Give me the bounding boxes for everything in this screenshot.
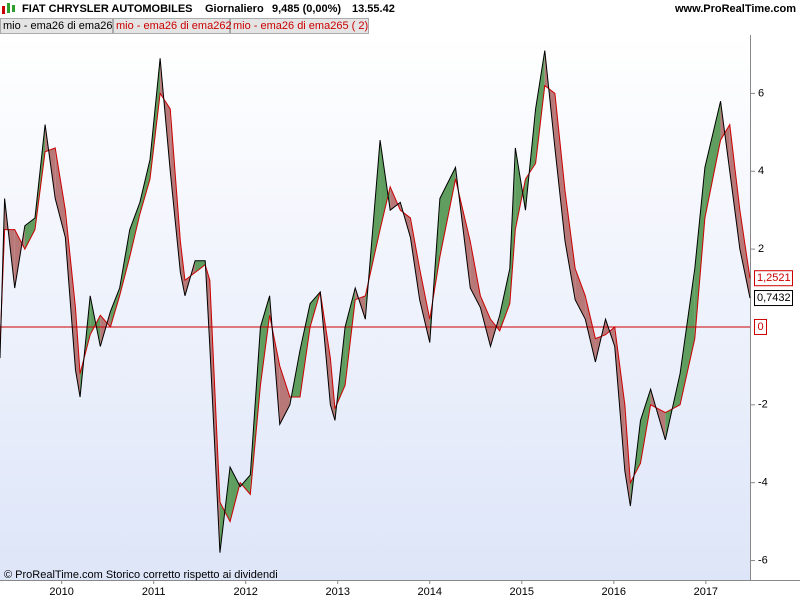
legend-entry: mio - ema26 di ema26 bbox=[3, 20, 112, 32]
fill-band bbox=[240, 474, 251, 495]
x-tick-label: 2016 bbox=[602, 586, 626, 598]
fill-band bbox=[499, 268, 510, 331]
period: Giornaliero bbox=[205, 3, 264, 15]
fill-band bbox=[195, 260, 206, 273]
fill-band bbox=[575, 268, 586, 320]
last-value-box bbox=[754, 270, 793, 287]
fill-band bbox=[585, 295, 596, 362]
x-tick-label: 2014 bbox=[418, 586, 442, 598]
legend-box bbox=[230, 18, 369, 34]
fill-band bbox=[640, 389, 651, 464]
x-tick-label: 2010 bbox=[49, 586, 73, 598]
fill-band bbox=[230, 467, 241, 522]
fill-band bbox=[24, 217, 35, 250]
footer: © ProRealTime.com Storico corretto rispe… bbox=[4, 569, 278, 581]
y-tick-label: -4 bbox=[758, 477, 768, 489]
legend-box bbox=[113, 18, 230, 34]
y-tick-label: -6 bbox=[758, 554, 768, 566]
fill-band bbox=[55, 147, 66, 238]
y-tick-label: -2 bbox=[758, 399, 768, 411]
x-tick-label: 2013 bbox=[325, 586, 349, 598]
fill-band bbox=[729, 124, 740, 250]
fill-band bbox=[480, 295, 491, 347]
last-value-box bbox=[754, 290, 793, 307]
series-line bbox=[0, 84, 751, 523]
hline-value-label: 0 bbox=[758, 321, 764, 333]
fill-band bbox=[515, 147, 526, 230]
fill-band bbox=[694, 167, 705, 339]
source: www.ProRealTime.com bbox=[674, 3, 796, 15]
fill-band bbox=[260, 295, 270, 386]
legend-box bbox=[0, 18, 113, 34]
y-tick-label: 4 bbox=[758, 165, 764, 177]
y-tick-label: 2 bbox=[758, 243, 764, 255]
fill-band bbox=[410, 217, 420, 300]
time: 13.55.42 bbox=[352, 3, 395, 15]
fill-band bbox=[65, 210, 76, 370]
fill-band bbox=[170, 108, 181, 273]
fill-band bbox=[139, 159, 150, 215]
fill-band bbox=[739, 210, 750, 299]
logo bbox=[2, 3, 15, 14]
last-value-label: 1,2521 bbox=[757, 272, 791, 284]
fill-band bbox=[110, 288, 120, 327]
fill-band bbox=[470, 241, 481, 308]
fill-band bbox=[129, 202, 140, 257]
fill-band bbox=[535, 50, 545, 164]
series-line bbox=[0, 50, 751, 553]
y-tick-label: 6 bbox=[758, 87, 764, 99]
x-tick-label: 2015 bbox=[510, 586, 534, 598]
hline-value-box bbox=[754, 318, 767, 335]
last-value-label: 0,7432 bbox=[757, 292, 791, 304]
legend-entry: mio - ema26 di ema265 ( 2) bbox=[233, 20, 368, 32]
fill-band bbox=[380, 140, 391, 230]
fill-band bbox=[680, 268, 695, 405]
fill-band bbox=[209, 280, 220, 553]
x-tick-label: 2012 bbox=[233, 586, 257, 598]
plot-area bbox=[0, 35, 750, 580]
price: 9,485 (0,00%) bbox=[272, 3, 341, 15]
fill-band bbox=[439, 167, 456, 257]
x-tick-label: 2011 bbox=[142, 586, 166, 598]
fill-band bbox=[565, 190, 576, 300]
fill-band bbox=[704, 101, 721, 218]
fill-band bbox=[554, 93, 566, 242]
x-tick-label: 2017 bbox=[694, 586, 718, 598]
title: FIAT CHRYSLER AUTOMOBILES bbox=[22, 3, 193, 15]
fill-band bbox=[419, 268, 430, 343]
legend-entry: mio - ema26 di ema262 bbox=[116, 20, 232, 32]
